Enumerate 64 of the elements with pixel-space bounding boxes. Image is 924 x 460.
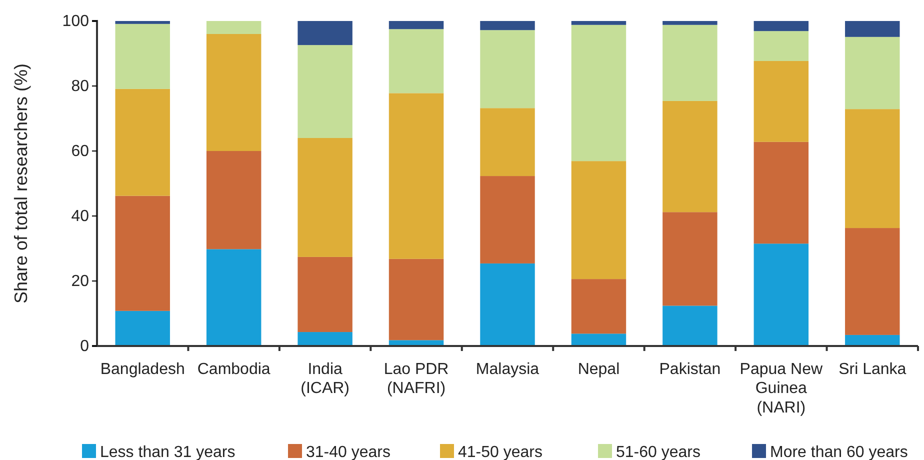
bar — [115, 310, 170, 346]
bar — [206, 21, 262, 34]
bar — [388, 258, 444, 340]
x-tick-label: Malaysia — [476, 361, 540, 378]
bar — [662, 100, 718, 212]
bar — [845, 109, 900, 228]
bar — [115, 24, 170, 89]
bar — [754, 21, 809, 32]
y-axis-title: Share of total researchers (%) — [11, 63, 31, 304]
bar — [571, 279, 626, 334]
bar — [298, 21, 352, 46]
bar — [298, 256, 352, 332]
y-tick-label: 80 — [71, 78, 90, 96]
bar — [662, 21, 718, 25]
bar — [388, 29, 444, 94]
bar — [571, 24, 626, 162]
y-tick-label: 0 — [80, 338, 90, 356]
bar — [662, 24, 718, 101]
bar — [388, 93, 444, 259]
bar — [388, 21, 444, 30]
bar — [115, 21, 170, 24]
bar — [206, 151, 262, 250]
legend-label: Less than 31 years — [100, 444, 236, 460]
bar — [845, 36, 900, 110]
x-tick-label: Bangladesh — [100, 361, 185, 378]
bar — [115, 196, 170, 311]
bar — [754, 31, 809, 61]
legend-label: More than 60 years — [770, 444, 908, 460]
bar — [845, 334, 900, 346]
x-tick-label: Pakistan — [659, 361, 721, 378]
bar — [298, 332, 352, 346]
bar — [480, 21, 535, 30]
y-tick-label: 40 — [71, 208, 90, 226]
bar — [754, 142, 809, 244]
bar — [571, 161, 626, 280]
bar — [115, 88, 170, 196]
bar — [845, 21, 900, 37]
bar — [480, 176, 535, 264]
x-tick-label: Papua New Guinea (NARI) — [740, 361, 823, 416]
bar — [206, 249, 262, 346]
bar — [662, 212, 718, 306]
bar — [206, 34, 262, 151]
bar — [571, 334, 626, 346]
bar — [662, 306, 718, 346]
bar — [754, 60, 809, 142]
x-tick-label: India (ICAR) — [300, 361, 350, 398]
x-tick-label: Lao PDR (NAFRI) — [384, 361, 449, 398]
x-tick-label: Nepal — [578, 361, 620, 378]
bar — [298, 45, 352, 138]
y-tick-label: 100 — [62, 13, 90, 30]
y-tick-label: 20 — [71, 273, 90, 290]
bar — [480, 30, 535, 108]
bar — [480, 263, 535, 346]
x-tick-label: Cambodia — [197, 361, 270, 378]
bar — [298, 138, 352, 257]
bar — [571, 21, 626, 25]
legend-label: 51-60 years — [616, 444, 700, 460]
x-tick-label: Sri Lanka — [838, 361, 906, 378]
bar — [754, 244, 809, 346]
bar — [480, 108, 535, 176]
bar — [845, 228, 900, 335]
legend-label: 41-50 years — [458, 444, 542, 460]
y-tick-label: 60 — [71, 143, 90, 160]
legend-label: 31-40 years — [306, 444, 390, 460]
